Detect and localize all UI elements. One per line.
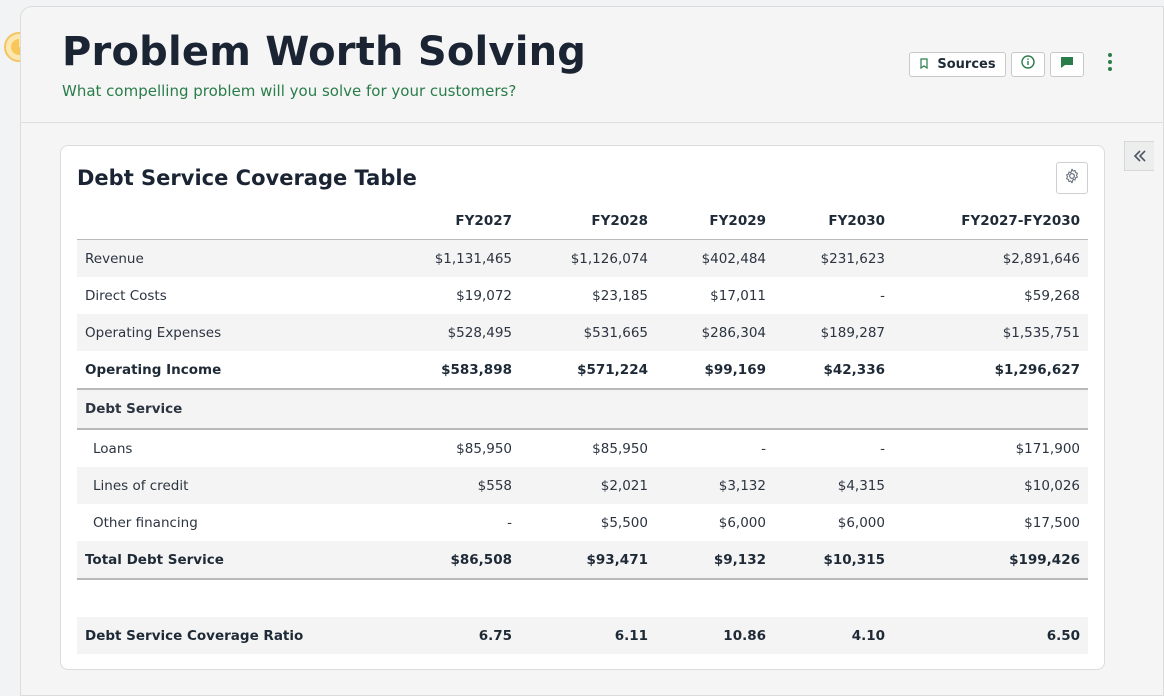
table-cell: $1,131,465 [312,239,520,277]
table-row: Operating Income $583,898 $571,224 $99,1… [77,351,1088,390]
double-chevron-left-icon [1133,145,1147,168]
sources-label: Sources [937,57,996,72]
debt-service-coverage-card: Debt Service Coverage Table FY2027 FY202… [60,145,1105,670]
table-cell: $402,484 [656,239,774,277]
table-cell: $59,268 [1024,287,1080,304]
page-subtitle: What compelling problem will you solve f… [62,82,517,100]
table-cell: $86,508 [312,541,520,580]
table-cell: $9,132 [656,541,774,580]
table-cell: $93,471 [520,541,656,580]
spacer-row [77,579,1088,617]
column-header: FY2027-FY2030 [893,202,1088,240]
table-row: Other financing - $5,500 $6,000 $6,000 $… [77,504,1088,541]
table-cell: $571,224 [520,351,656,390]
table-cell: $1,535,751 [893,314,1088,351]
gear-icon [1064,168,1080,189]
comment-icon [1060,56,1074,74]
table-cell: 6.50 [893,617,1088,654]
table-cell: $99,169 [656,351,774,390]
table-row: Operating Expenses $528,495 $531,665 $28… [77,314,1088,351]
table-cell: 6.75 [312,617,520,654]
row-label: Direct Costs [85,287,167,304]
table-cell: 4.10 [774,617,893,654]
more-options-button[interactable] [1099,52,1121,77]
row-label: Debt Service Coverage Ratio [77,617,312,654]
table-cell: - [507,514,512,531]
table-cell: $583,898 [312,351,520,390]
row-label: Total Debt Service [77,541,312,580]
info-button[interactable] [1011,52,1045,77]
table-row: Direct Costs $19,072 $23,185 $17,011 - $… [77,277,1088,314]
table-cell: - [761,440,766,457]
column-header: FY2030 [774,202,893,240]
table-cell: $6,000 [718,514,766,531]
row-label: Lines of credit [77,467,312,504]
table-cell: $531,665 [520,314,656,351]
section-label: Debt Service [77,389,312,430]
column-header: FY2028 [520,202,656,240]
comment-button[interactable] [1050,52,1084,77]
kebab-menu-icon [1108,53,1112,76]
row-label: Other financing [93,514,198,531]
table-cell: $85,950 [456,440,512,457]
table-row: Loans $85,950 $85,950 - - $171,900 [77,429,1088,467]
row-label: Revenue [77,239,312,277]
table-cell: $528,495 [312,314,520,351]
column-header: FY2029 [656,202,774,240]
table-cell: $85,950 [592,440,648,457]
table-cell: $23,185 [592,287,648,304]
bookmark-icon [919,56,929,74]
card-title: Debt Service Coverage Table [77,166,417,190]
table-cell: $286,304 [656,314,774,351]
table-cell: $2,021 [520,467,656,504]
collapse-panel-button[interactable] [1124,141,1154,171]
table-cell: $17,011 [710,287,766,304]
page-title: Problem Worth Solving [62,29,587,75]
table-row: Revenue $1,131,465 $1,126,074 $402,484 $… [77,239,1088,277]
row-label: Operating Expenses [77,314,312,351]
table-cell: $2,891,646 [893,239,1088,277]
table-cell: $10,026 [893,467,1088,504]
table-cell: $19,072 [456,287,512,304]
table-row: Total Debt Service $86,508 $93,471 $9,13… [77,541,1088,580]
table-row: Lines of credit $558 $2,021 $3,132 $4,31… [77,467,1088,504]
table-settings-button[interactable] [1056,162,1088,194]
table-header-row: FY2027 FY2028 FY2029 FY2030 FY2027-FY203… [77,202,1088,240]
page-header: Problem Worth Solving What compelling pr… [21,7,1163,123]
table-cell: $6,000 [837,514,885,531]
table-cell: 10.86 [656,617,774,654]
table-cell: $189,287 [774,314,893,351]
table-cell: $4,315 [774,467,893,504]
table-row: Debt Service Coverage Ratio 6.75 6.11 10… [77,617,1088,654]
table-cell: $231,623 [774,239,893,277]
column-header: FY2027 [312,202,520,240]
table-cell: $1,296,627 [893,351,1088,390]
table-cell: $42,336 [774,351,893,390]
table-cell: $171,900 [1015,440,1080,457]
table-cell: $17,500 [1024,514,1080,531]
table-cell: $558 [312,467,520,504]
table-cell: $5,500 [600,514,648,531]
table-cell: $10,315 [774,541,893,580]
debt-service-coverage-table: FY2027 FY2028 FY2029 FY2030 FY2027-FY203… [77,202,1088,654]
table-cell: - [880,287,885,304]
table-cell: $199,426 [893,541,1088,580]
table-cell: $1,126,074 [520,239,656,277]
row-label: Operating Income [77,351,312,390]
sources-button[interactable]: Sources [909,52,1006,77]
header-toolbar: Sources [909,52,1121,77]
table-cell: 6.11 [520,617,656,654]
table-cell: - [880,440,885,457]
table-cell: $3,132 [656,467,774,504]
section-header-row: Debt Service [77,389,1088,430]
column-header [77,202,312,240]
info-icon [1021,55,1035,74]
row-label: Loans [93,440,133,457]
